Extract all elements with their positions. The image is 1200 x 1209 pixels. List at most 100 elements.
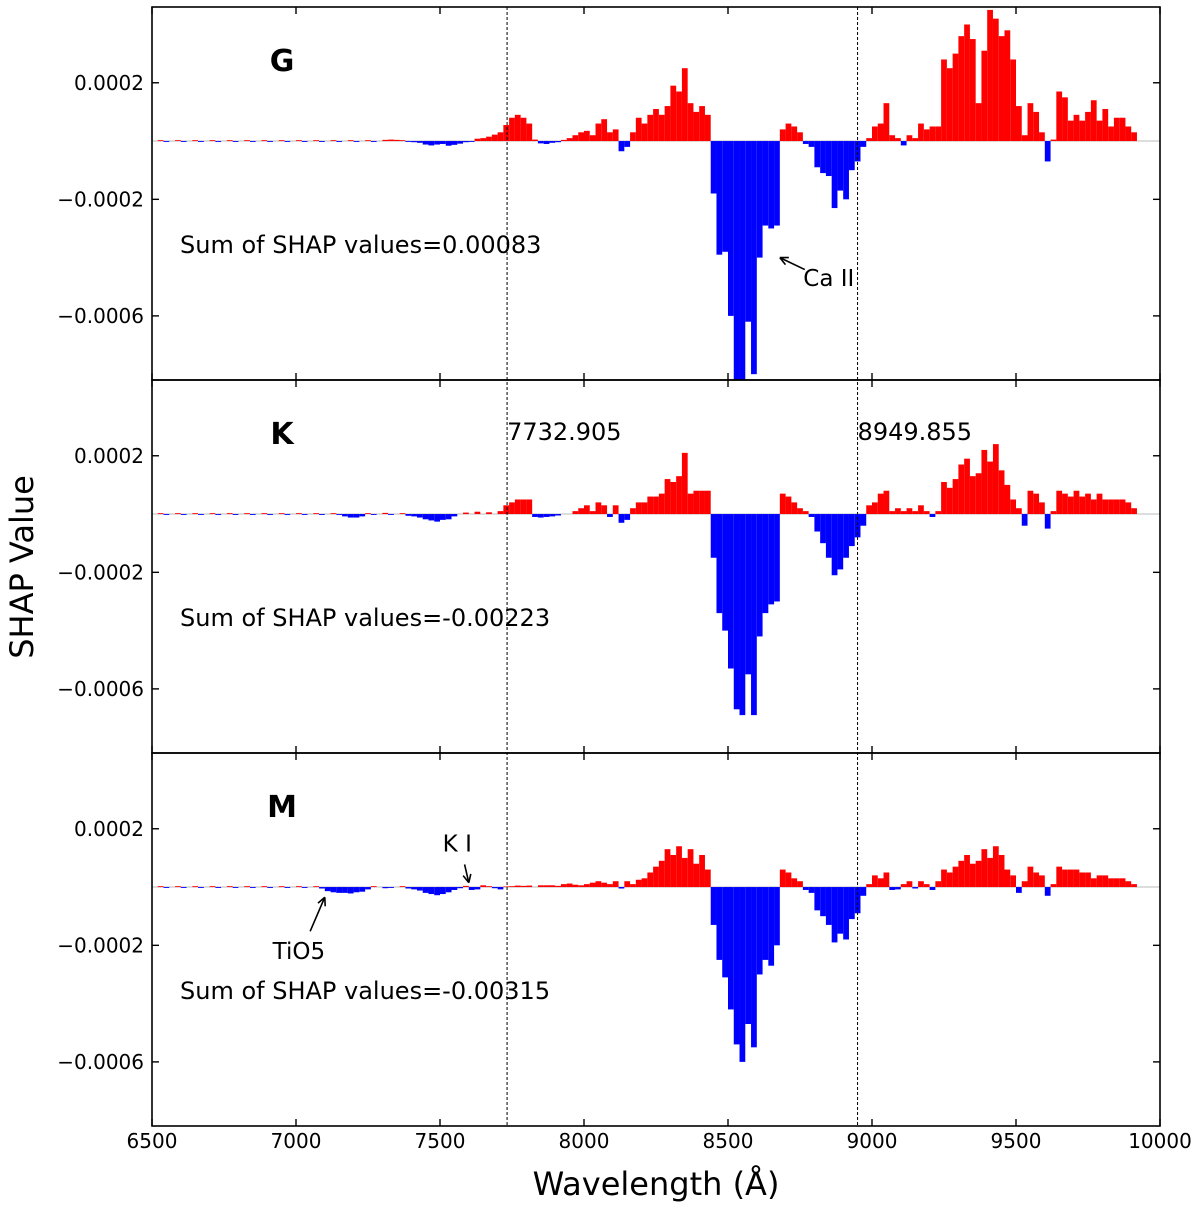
bar	[1027, 490, 1034, 515]
bar	[906, 881, 913, 888]
bar	[710, 514, 717, 558]
bar	[935, 881, 942, 888]
bar	[578, 508, 584, 515]
bar	[1102, 875, 1109, 888]
bar	[872, 502, 878, 515]
bar	[751, 887, 757, 1048]
bar	[284, 141, 291, 142]
bar	[872, 875, 878, 888]
bar	[895, 138, 901, 142]
bar	[393, 139, 400, 142]
x-tick-label: 7500	[415, 1129, 466, 1153]
y-axis-title: SHAP Value	[3, 475, 41, 659]
bar	[1039, 875, 1045, 888]
bar	[422, 514, 429, 520]
bar	[491, 134, 498, 142]
bar	[1021, 514, 1028, 526]
bar	[900, 141, 907, 146]
bar	[1016, 508, 1022, 515]
bar	[797, 132, 803, 142]
bar	[1096, 493, 1103, 515]
bar	[319, 887, 325, 889]
bar	[739, 887, 746, 1062]
bar	[336, 141, 343, 142]
bar	[192, 886, 199, 888]
bar	[728, 141, 734, 316]
bar	[739, 141, 746, 380]
bar	[699, 854, 705, 888]
bar	[699, 490, 705, 515]
bar	[451, 514, 458, 517]
bar	[998, 470, 1005, 515]
bar	[411, 887, 417, 890]
sum-text: Sum of SHAP values=0.00083	[180, 231, 541, 259]
bar	[1067, 120, 1074, 142]
bar	[791, 878, 798, 888]
bar	[1090, 878, 1097, 888]
bar	[1119, 499, 1126, 515]
bar	[319, 514, 325, 515]
bar	[1062, 493, 1068, 515]
y-tick-label: −0.0002	[57, 560, 144, 584]
annotation-arrow	[309, 896, 326, 932]
bar	[480, 138, 487, 142]
bar	[641, 123, 648, 142]
bar	[370, 886, 377, 888]
bar	[969, 863, 976, 888]
bar	[676, 91, 682, 142]
bar	[595, 502, 602, 515]
bar	[895, 887, 901, 890]
bar	[572, 511, 579, 515]
bar	[560, 139, 567, 142]
bar	[768, 141, 775, 229]
bar	[549, 141, 556, 143]
bar	[330, 513, 337, 515]
bar	[877, 493, 884, 515]
bar	[658, 493, 665, 515]
bar	[981, 449, 988, 515]
bar	[854, 514, 861, 538]
bar	[877, 878, 884, 888]
bar	[226, 513, 233, 515]
bar	[681, 857, 688, 888]
bar	[935, 126, 942, 142]
bar	[1096, 120, 1103, 142]
bar	[1113, 878, 1120, 888]
bar	[353, 141, 360, 142]
bar	[365, 140, 371, 142]
bar	[733, 141, 740, 380]
bar	[975, 473, 982, 515]
bar	[854, 887, 861, 914]
bar	[468, 141, 475, 142]
bar	[768, 887, 775, 966]
bar	[399, 140, 406, 142]
bar	[399, 886, 406, 888]
bar	[647, 114, 654, 142]
bar	[751, 141, 757, 375]
bar	[1004, 484, 1011, 515]
bar	[848, 514, 855, 547]
bar	[612, 505, 619, 515]
bar	[820, 141, 826, 174]
x-tick-label: 6500	[127, 1129, 178, 1153]
bar	[244, 886, 250, 888]
bar	[1033, 872, 1040, 888]
reference-line-label: 8949.855	[858, 418, 973, 446]
bar	[330, 887, 337, 893]
bar	[347, 887, 354, 894]
bar	[854, 141, 861, 162]
bar	[1125, 881, 1132, 888]
bar	[296, 140, 302, 142]
bar	[301, 887, 308, 888]
bar	[745, 887, 752, 1025]
bar	[520, 117, 527, 142]
panel-K: 0.0002 −0.0002 −0.0006 K Sum of SHAP values=…	[57, 379, 1161, 754]
bar	[497, 132, 504, 142]
bar	[992, 846, 999, 888]
bar	[802, 511, 809, 515]
bar	[918, 881, 924, 888]
bar	[1113, 117, 1120, 142]
bar	[785, 872, 792, 888]
panel-frame	[151, 379, 1161, 754]
